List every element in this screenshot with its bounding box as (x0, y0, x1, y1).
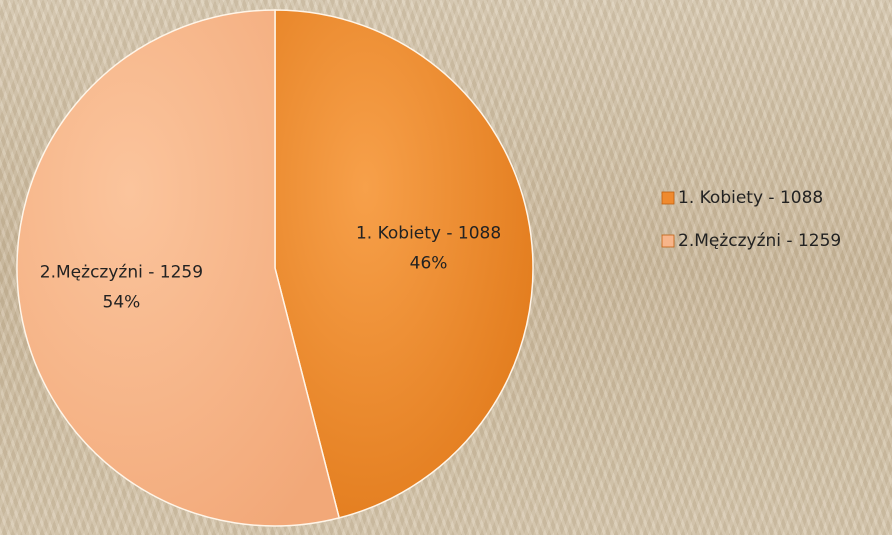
slice-percent: 46% (410, 254, 448, 274)
legend-label: 1. Kobiety - 1088 (678, 188, 823, 208)
legend-label: 2.Mężczyźni - 1259 (678, 231, 841, 251)
chart: 1. Kobiety - 1088 46% 2.Mężczyźni - 1259 54… (0, 0, 892, 535)
legend-swatch (662, 235, 674, 247)
page: 1. Kobiety - 1088 46% 2.Mężczyźni - 1259 54… (0, 0, 892, 535)
slice-label: 2.Mężczyźni - 1259 (40, 262, 203, 282)
slice-label: 1. Kobiety - 1088 (356, 224, 501, 244)
slice-percent: 54% (103, 292, 141, 312)
legend-swatch (662, 192, 674, 204)
